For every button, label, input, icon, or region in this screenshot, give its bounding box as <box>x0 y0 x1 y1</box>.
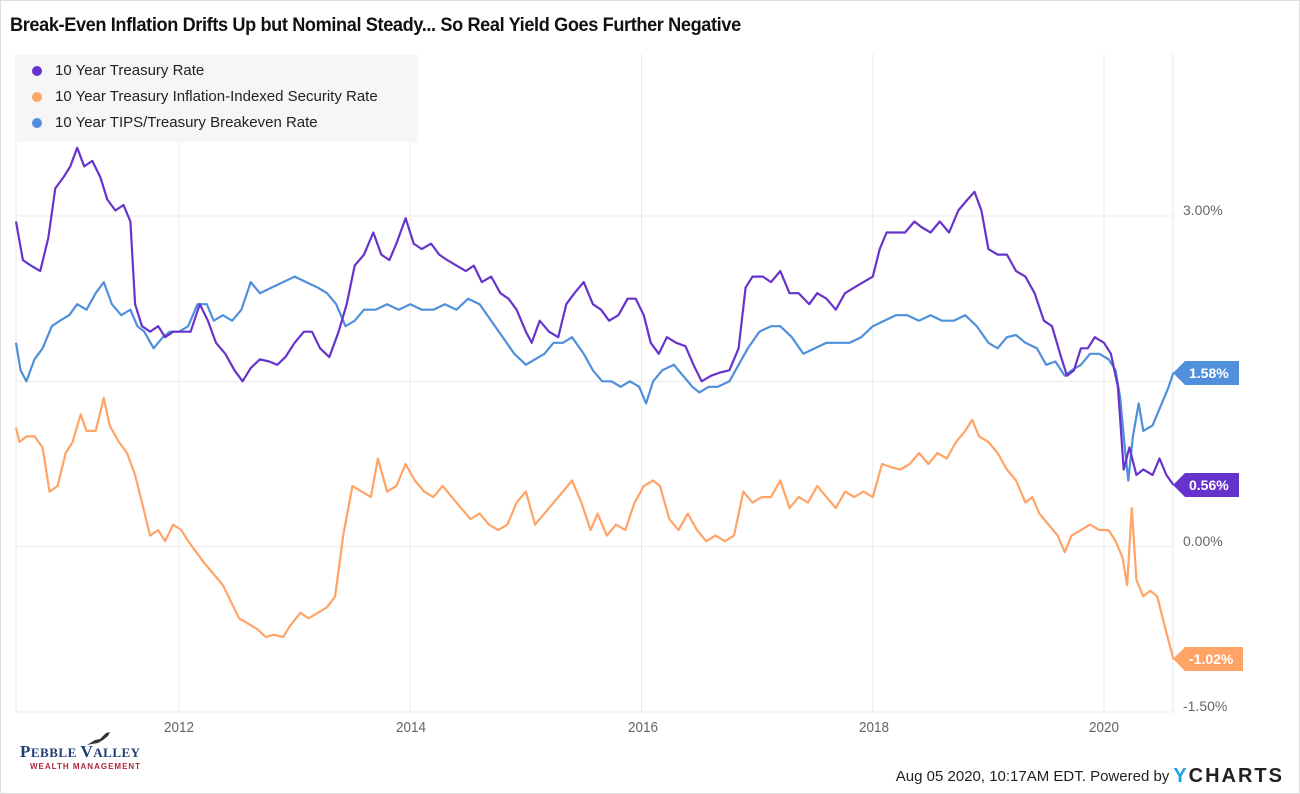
x-tick-label: 2016 <box>627 719 659 736</box>
legend-dot-icon <box>32 117 42 128</box>
footer: Aug 05 2020, 10:17AM EDT. Powered by YCH… <box>896 765 1284 788</box>
y-tick-label: -1.50% <box>1183 698 1228 714</box>
legend-item-tips-rate[interactable]: 10 Year Treasury Inflation-Indexed Secur… <box>32 88 378 105</box>
legend-item-breakeven-rate[interactable]: 10 Year TIPS/Treasury Breakeven Rate <box>32 114 318 131</box>
grid-lines <box>15 54 1174 713</box>
logo-subtitle: WEALTH MANAGEMENT <box>30 762 142 771</box>
legend-item-treasury-rate[interactable]: 10 Year Treasury Rate <box>32 62 204 79</box>
chart-title: Break-Even Inflation Drifts Up but Nomin… <box>10 14 741 36</box>
logo-name: PEBBLE VALLEY <box>20 742 141 761</box>
y-tick-label: 0.00% <box>1183 533 1223 549</box>
series-line-treasury-rate <box>14 146 1175 486</box>
legend: 10 Year Treasury Rate 10 Year Treasury I… <box>16 55 418 142</box>
last-value-tag-treasury: 0.56% <box>1173 472 1239 497</box>
legend-dot-icon <box>32 65 42 76</box>
last-value-tag-breakeven: 1.58% <box>1173 360 1239 385</box>
x-tick-label: 2018 <box>858 719 890 736</box>
pebble-valley-logo: PEBBLE VALLEY WEALTH MANAGEMENT <box>20 732 142 771</box>
series-line-tips-rate <box>14 396 1175 660</box>
x-tick-label: 2020 <box>1088 719 1120 736</box>
x-tick-label: 2012 <box>163 719 195 736</box>
y-tick-label: 3.00% <box>1183 202 1223 218</box>
series-line-breakeven-rate <box>14 275 1175 482</box>
ycharts-logo[interactable]: YCHARTS <box>1173 765 1284 787</box>
legend-label: 10 Year Treasury Inflation-Indexed Secur… <box>55 88 378 105</box>
legend-label: 10 Year Treasury Rate <box>55 62 205 79</box>
x-tick-label: 2014 <box>395 719 427 736</box>
legend-dot-icon <box>32 91 42 102</box>
series-lines <box>14 146 1175 660</box>
eagle-icon <box>87 732 110 745</box>
footer-timestamp: Aug 05 2020, 10:17AM EDT. Powered by <box>895 768 1170 785</box>
legend-label: 10 Year TIPS/Treasury Breakeven Rate <box>55 114 318 131</box>
last-value-tag-tips: -1.02% <box>1172 647 1244 672</box>
